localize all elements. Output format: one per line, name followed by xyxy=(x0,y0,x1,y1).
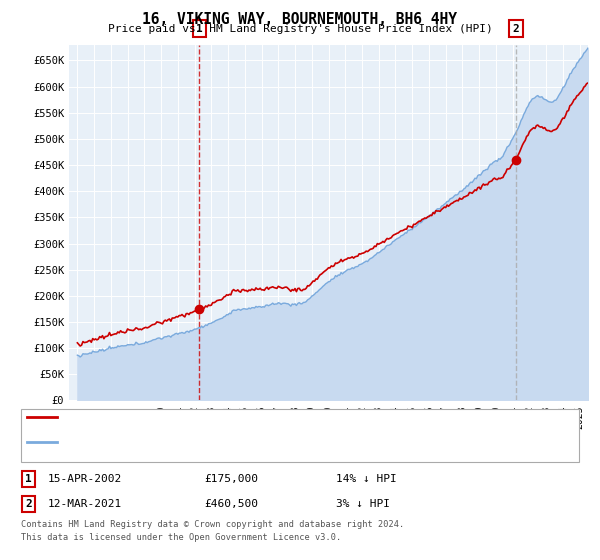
Text: 2: 2 xyxy=(25,499,32,509)
Text: £175,000: £175,000 xyxy=(204,474,258,484)
Text: Contains HM Land Registry data © Crown copyright and database right 2024.: Contains HM Land Registry data © Crown c… xyxy=(21,520,404,529)
Text: 1: 1 xyxy=(196,24,203,34)
Text: 16, VIKING WAY, BOURNEMOUTH, BH6 4HY: 16, VIKING WAY, BOURNEMOUTH, BH6 4HY xyxy=(143,12,458,27)
Text: £460,500: £460,500 xyxy=(204,499,258,509)
Text: 1: 1 xyxy=(25,474,32,484)
Text: This data is licensed under the Open Government Licence v3.0.: This data is licensed under the Open Gov… xyxy=(21,533,341,542)
Text: 15-APR-2002: 15-APR-2002 xyxy=(48,474,122,484)
Text: 2: 2 xyxy=(512,24,519,34)
Text: 16, VIKING WAY, BOURNEMOUTH, BH6 4HY (detached house): 16, VIKING WAY, BOURNEMOUTH, BH6 4HY (de… xyxy=(60,412,371,422)
Text: Price paid vs. HM Land Registry's House Price Index (HPI): Price paid vs. HM Land Registry's House … xyxy=(107,24,493,34)
Text: 14% ↓ HPI: 14% ↓ HPI xyxy=(336,474,397,484)
Text: 12-MAR-2021: 12-MAR-2021 xyxy=(48,499,122,509)
Text: HPI: Average price, detached house, Bournemouth Christchurch and Poole: HPI: Average price, detached house, Bour… xyxy=(60,437,471,447)
Text: 3% ↓ HPI: 3% ↓ HPI xyxy=(336,499,390,509)
